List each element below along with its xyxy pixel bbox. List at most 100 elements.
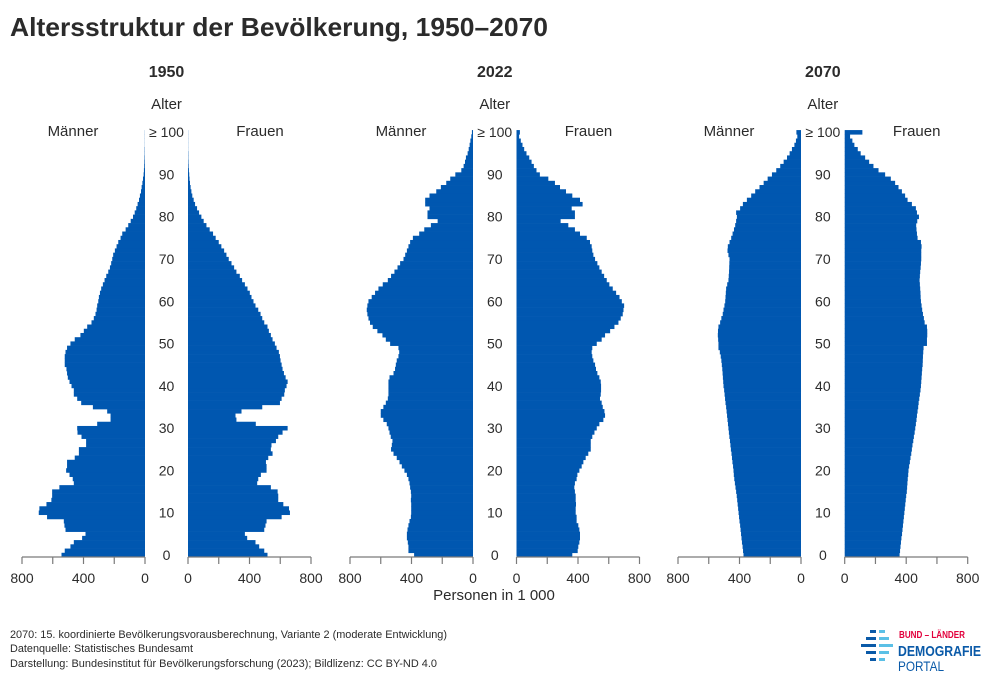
bar-frauen-age-61	[844, 294, 921, 300]
bar-frauen-age-35	[844, 404, 919, 410]
bar-maenner-age-64	[102, 282, 145, 287]
series-label-frauen: Frauen	[893, 123, 941, 140]
bar-maenner-age-36	[385, 400, 473, 406]
bar-frauen-age-1	[844, 548, 901, 554]
bar-maenner-age-42	[389, 375, 473, 380]
bar-frauen-age-62	[188, 290, 250, 296]
bar-frauen-age-30	[188, 425, 288, 431]
bar-frauen-age-39	[516, 387, 602, 393]
bar-maenner-age-31	[727, 421, 801, 427]
bar-maenner-age-37	[725, 396, 801, 401]
bar-frauen-age-53	[188, 328, 269, 334]
bar-frauen-age-68	[516, 265, 600, 270]
bar-frauen-age-46	[516, 358, 594, 363]
bar-frauen-age-90	[516, 172, 540, 177]
x-tick-label-left: 800	[666, 570, 690, 586]
bar-maenner-age-30	[728, 425, 801, 431]
bar-frauen-age-98	[516, 138, 521, 144]
x-tick-label-left: 0	[141, 570, 149, 586]
bar-frauen-age-61	[516, 294, 620, 300]
bar-frauen-age-76	[516, 231, 580, 237]
bar-maenner-age-35	[726, 404, 801, 410]
bar-maenner-age-76	[122, 231, 145, 237]
bar-maenner-age-64	[727, 282, 801, 287]
bar-maenner-age-4	[406, 535, 473, 541]
bar-maenner-age-40	[71, 383, 145, 389]
bar-frauen-age-7	[844, 523, 903, 528]
bar-frauen-age-75	[516, 235, 587, 241]
bar-maenner-age-25	[730, 447, 801, 452]
age-tick-label: 30	[815, 420, 831, 436]
bar-frauen-age-97	[844, 142, 855, 148]
bar-frauen-age-26	[516, 442, 591, 448]
bar-maenner-age-71	[728, 252, 801, 258]
bar-maenner-age-45	[64, 362, 145, 368]
bar-frauen-age-24	[844, 451, 912, 456]
bar-frauen-age-79	[188, 218, 204, 224]
bar-frauen-age-85	[844, 193, 906, 199]
bar-maenner-age-94	[787, 155, 801, 160]
bar-frauen-age-83	[516, 201, 583, 207]
bar-maenner-age-81	[736, 210, 801, 215]
bar-frauen-age-87	[844, 185, 899, 190]
bar-maenner-age-11	[39, 506, 146, 511]
bar-frauen-age-65	[844, 278, 920, 283]
bar-maenner-age-73	[116, 244, 145, 249]
bar-frauen-age-91	[844, 168, 879, 173]
bar-frauen-age-52	[188, 332, 271, 338]
bar-maenner-age-26	[86, 442, 145, 448]
bar-frauen-age-99	[844, 134, 851, 139]
bar-maenner-age-75	[120, 235, 145, 241]
bar-maenner-age-10	[738, 510, 801, 516]
bar-frauen-age-19	[188, 472, 261, 477]
bar-frauen-age-3	[516, 540, 580, 545]
bar-maenner-age-37	[77, 396, 145, 401]
bar-maenner-age-76	[419, 231, 473, 237]
bar-frauen-age-19	[844, 472, 909, 477]
bar-frauen-age-38	[516, 392, 601, 397]
bar-frauen-age-79	[844, 218, 918, 224]
bar-frauen-age-1	[188, 548, 265, 554]
bar-maenner-age-87	[141, 185, 145, 190]
bar-frauen-age-25	[844, 447, 912, 452]
bar-maenner-age-68	[109, 265, 145, 270]
bar-frauen-age-56	[844, 316, 924, 321]
age-tick-label: 0	[491, 547, 499, 563]
bar-maenner-age-42	[67, 375, 145, 380]
bar-maenner-age-49	[718, 345, 801, 351]
bar-maenner-age-86	[755, 189, 801, 194]
bar-frauen-age-60	[844, 299, 921, 304]
bar-frauen-age-34	[844, 409, 918, 414]
bar-maenner-age-76	[732, 231, 801, 237]
bar-maenner-age-63	[378, 286, 473, 291]
bar-frauen-age-92	[516, 163, 534, 169]
bar-frauen-age-72	[516, 248, 593, 253]
bar-maenner-age-12	[411, 502, 473, 507]
bar-frauen-age-70	[844, 256, 922, 262]
bar-frauen-age-82	[844, 206, 916, 211]
bar-maenner-age-94	[465, 155, 473, 160]
bar-maenner-age-96	[468, 146, 473, 152]
bar-maenner-age-17	[409, 480, 473, 486]
bar-frauen-age-11	[516, 506, 576, 511]
bar-frauen-age-72	[188, 248, 225, 253]
bar-frauen-age-26	[844, 442, 913, 448]
bar-frauen-age-50	[188, 341, 275, 346]
bar-frauen-age-20	[844, 468, 909, 473]
bar-maenner-age-63	[101, 286, 145, 291]
bar-maenner-age-79	[437, 218, 473, 224]
bar-frauen-age-82	[188, 206, 198, 211]
bar-frauen-age-27	[516, 438, 591, 444]
bar-frauen-age-11	[844, 506, 905, 511]
age-axis-label: Alter	[151, 96, 182, 113]
bar-maenner-age-12	[46, 502, 146, 507]
bar-maenner-age-43	[67, 371, 145, 376]
bar-maenner-age-61	[98, 294, 146, 300]
bar-frauen-age-90	[844, 172, 886, 177]
bar-maenner-age-5	[85, 531, 145, 537]
bar-maenner-age-42	[722, 375, 801, 380]
bar-maenner-age-66	[106, 273, 145, 279]
x-tick-label-right: 800	[299, 570, 323, 586]
demografie-portal-logo[interactable]: BUND – LÄNDER DEMOGRAFIE PORTAL	[861, 628, 981, 674]
bar-maenner-age-52	[80, 332, 145, 338]
